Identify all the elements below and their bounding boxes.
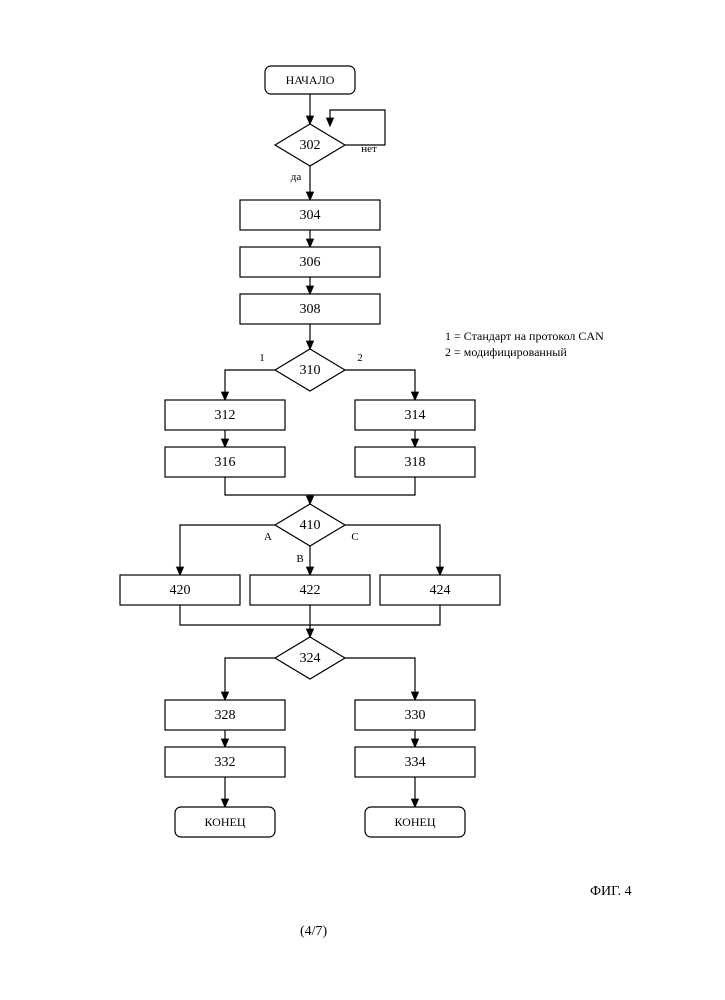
node-label-b332: 332 bbox=[215, 755, 236, 770]
edge-label-14: C bbox=[351, 531, 358, 543]
node-label-b424: 424 bbox=[430, 583, 451, 598]
figure-caption: ФИГ. 4 bbox=[590, 884, 632, 899]
legend-line-1: 2 = модифицированный bbox=[445, 345, 567, 359]
edge-label-2: да bbox=[291, 171, 302, 183]
edge-label-1: нет bbox=[361, 143, 377, 155]
node-label-b304: 304 bbox=[300, 208, 321, 223]
edge-15 bbox=[180, 605, 310, 637]
node-label-b420: 420 bbox=[170, 583, 191, 598]
node-label-b306: 306 bbox=[300, 255, 321, 270]
node-label-b334: 334 bbox=[405, 755, 426, 770]
node-label-b422: 422 bbox=[300, 583, 321, 598]
edge-12 bbox=[180, 525, 275, 575]
edge-label-13: B bbox=[296, 553, 303, 565]
edge-1 bbox=[330, 110, 385, 145]
edge-11 bbox=[310, 477, 415, 495]
edge-7 bbox=[345, 370, 415, 400]
edge-17 bbox=[310, 605, 440, 625]
node-label-b330: 330 bbox=[405, 708, 426, 723]
node-label-d310: 310 bbox=[300, 363, 321, 378]
node-label-b328: 328 bbox=[215, 708, 236, 723]
legend-line-0: 1 = Стандарт на протокол CAN bbox=[445, 329, 604, 343]
node-label-b318: 318 bbox=[405, 455, 426, 470]
node-label-b308: 308 bbox=[300, 302, 321, 317]
node-label-d302: 302 bbox=[300, 138, 321, 153]
edge-19 bbox=[345, 658, 415, 700]
node-label-b312: 312 bbox=[215, 408, 236, 423]
node-label-d410: 410 bbox=[300, 518, 321, 533]
flowchart-canvas: НАЧАЛО 302 304 306 308 310 312 314 316 318 410 420 4… bbox=[0, 0, 725, 1000]
node-label-d324: 324 bbox=[300, 651, 321, 666]
node-label-b316: 316 bbox=[215, 455, 236, 470]
edge-14 bbox=[345, 525, 440, 575]
edge-label-7: 2 bbox=[357, 352, 363, 364]
node-label-end2: КОНЕЦ bbox=[394, 815, 435, 829]
node-label-start: НАЧАЛО bbox=[286, 73, 335, 87]
page-number: (4/7) bbox=[300, 924, 328, 939]
edge-6 bbox=[225, 370, 275, 400]
edge-label-6: 1 bbox=[259, 352, 265, 364]
node-label-end1: КОНЕЦ bbox=[204, 815, 245, 829]
node-label-b314: 314 bbox=[405, 408, 426, 423]
edge-18 bbox=[225, 658, 275, 700]
edge-10 bbox=[225, 477, 310, 504]
edge-label-12: A bbox=[264, 531, 272, 543]
